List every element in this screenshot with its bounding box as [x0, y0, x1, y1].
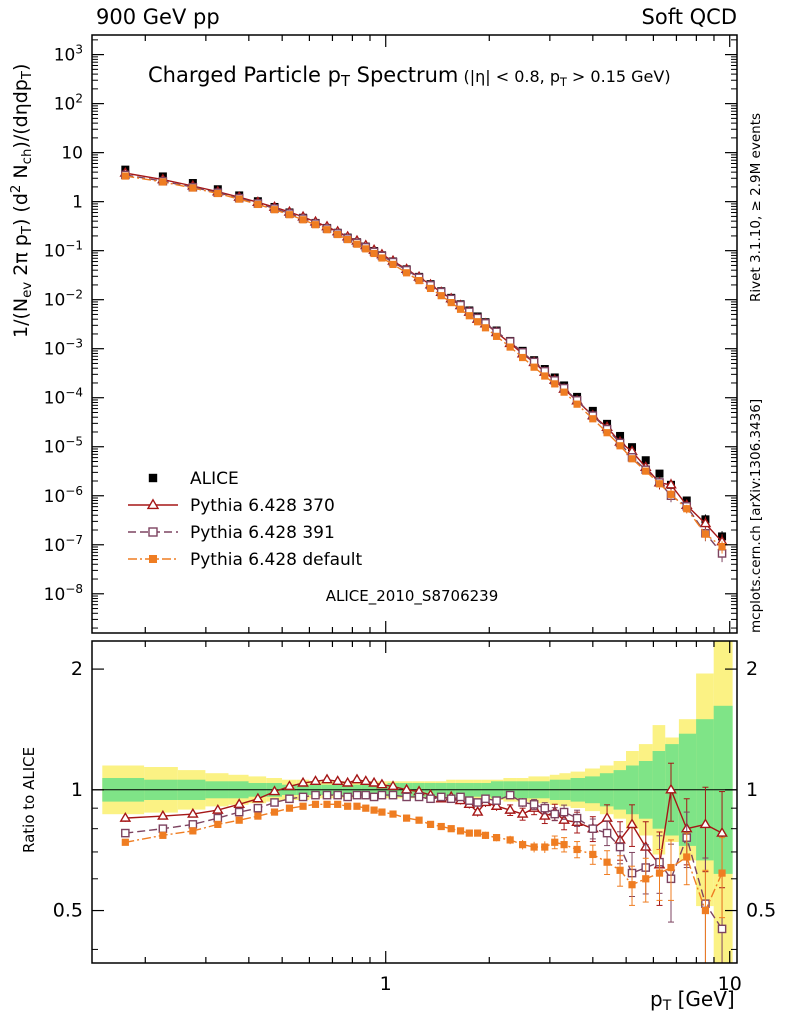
y-tick-label: 102: [54, 92, 83, 115]
y-tick-label: 103: [54, 43, 83, 66]
ratio-tick-label-left: 2: [71, 658, 83, 680]
analysis-watermark: ALICE_2010_S8706239: [326, 587, 499, 606]
main-y-axis-label: 1/(Nev 2π pT) (d2 Nch)/(dηdpT): [9, 64, 35, 338]
y-tick-label: 10−6: [44, 484, 83, 507]
y-tick-label: 10−1: [44, 239, 83, 262]
ratio-panel-frame: [91, 640, 738, 964]
legend: ALICE Pythia 6.428 370 Pythia 6.428 391 Pyt…: [128, 469, 363, 570]
y-tick-label: 10−8: [44, 582, 83, 605]
ratio-tick-label-left: 1: [71, 779, 83, 801]
plot-title: Charged Particle pT Spectrum (|η| < 0.8,…: [148, 63, 671, 90]
legend-item-pythia-6-428-default: Pythia 6.428 default: [128, 550, 363, 570]
main-panel-series: [119, 165, 728, 563]
header-process-group: Soft QCD: [642, 5, 737, 29]
ratio-tick-label-right: 0.5: [746, 900, 776, 922]
header-beam-energy: 900 GeV pp: [96, 5, 220, 29]
x-tick-label: 10: [718, 973, 742, 995]
main-panel-frame: [91, 34, 738, 634]
legend-item-pythia-6-428-391: Pythia 6.428 391: [128, 523, 335, 543]
legend-label: Pythia 6.428 default: [190, 550, 363, 570]
series-pythia-6-428-default: [121, 172, 726, 554]
generator-version-note: Rivet 3.1.10, ≥ 2.9M events: [748, 113, 764, 302]
legend-label: Pythia 6.428 370: [190, 496, 335, 516]
mcplots-arxiv-note: mcplots.cern.ch [arXiv:1306.3436]: [748, 399, 764, 633]
ratio-panel-series: [119, 762, 728, 964]
y-tick-label: 10−5: [44, 435, 83, 458]
x-axis-label: pT [GeV]: [650, 987, 735, 1014]
legend-label: Pythia 6.428 391: [190, 523, 335, 543]
ratio-tick-label-right: 2: [746, 658, 758, 680]
y-tick-label: 10−3: [44, 337, 83, 360]
y-tick-label: 10−4: [44, 386, 83, 409]
titles: Charged Particle pT Spectrum (|η| < 0.8,…: [9, 63, 735, 1014]
legend-item-pythia-6-428-370: Pythia 6.428 370: [128, 496, 335, 516]
uncertainty-bands: [92, 641, 737, 963]
ratio-tick-label-left: 0.5: [53, 900, 83, 922]
legend-item-alice: ALICE: [148, 469, 239, 489]
x-tick-label: 1: [380, 973, 392, 995]
y-tick-label: 10−7: [44, 533, 83, 556]
ratio-series-pythia-6-428-default: [121, 800, 726, 964]
frames-and-axes: 1 1010−810−710−610−510−410−310−210−111010…: [44, 34, 776, 995]
ratio-axis-label: Ratio to ALICE: [20, 747, 38, 853]
y-tick-label: 10: [61, 144, 83, 164]
legend-label: ALICE: [190, 469, 239, 489]
ratio-tick-label-right: 1: [746, 779, 758, 801]
y-tick-label: 1: [72, 193, 83, 213]
y-tick-label: 10−2: [44, 288, 83, 311]
